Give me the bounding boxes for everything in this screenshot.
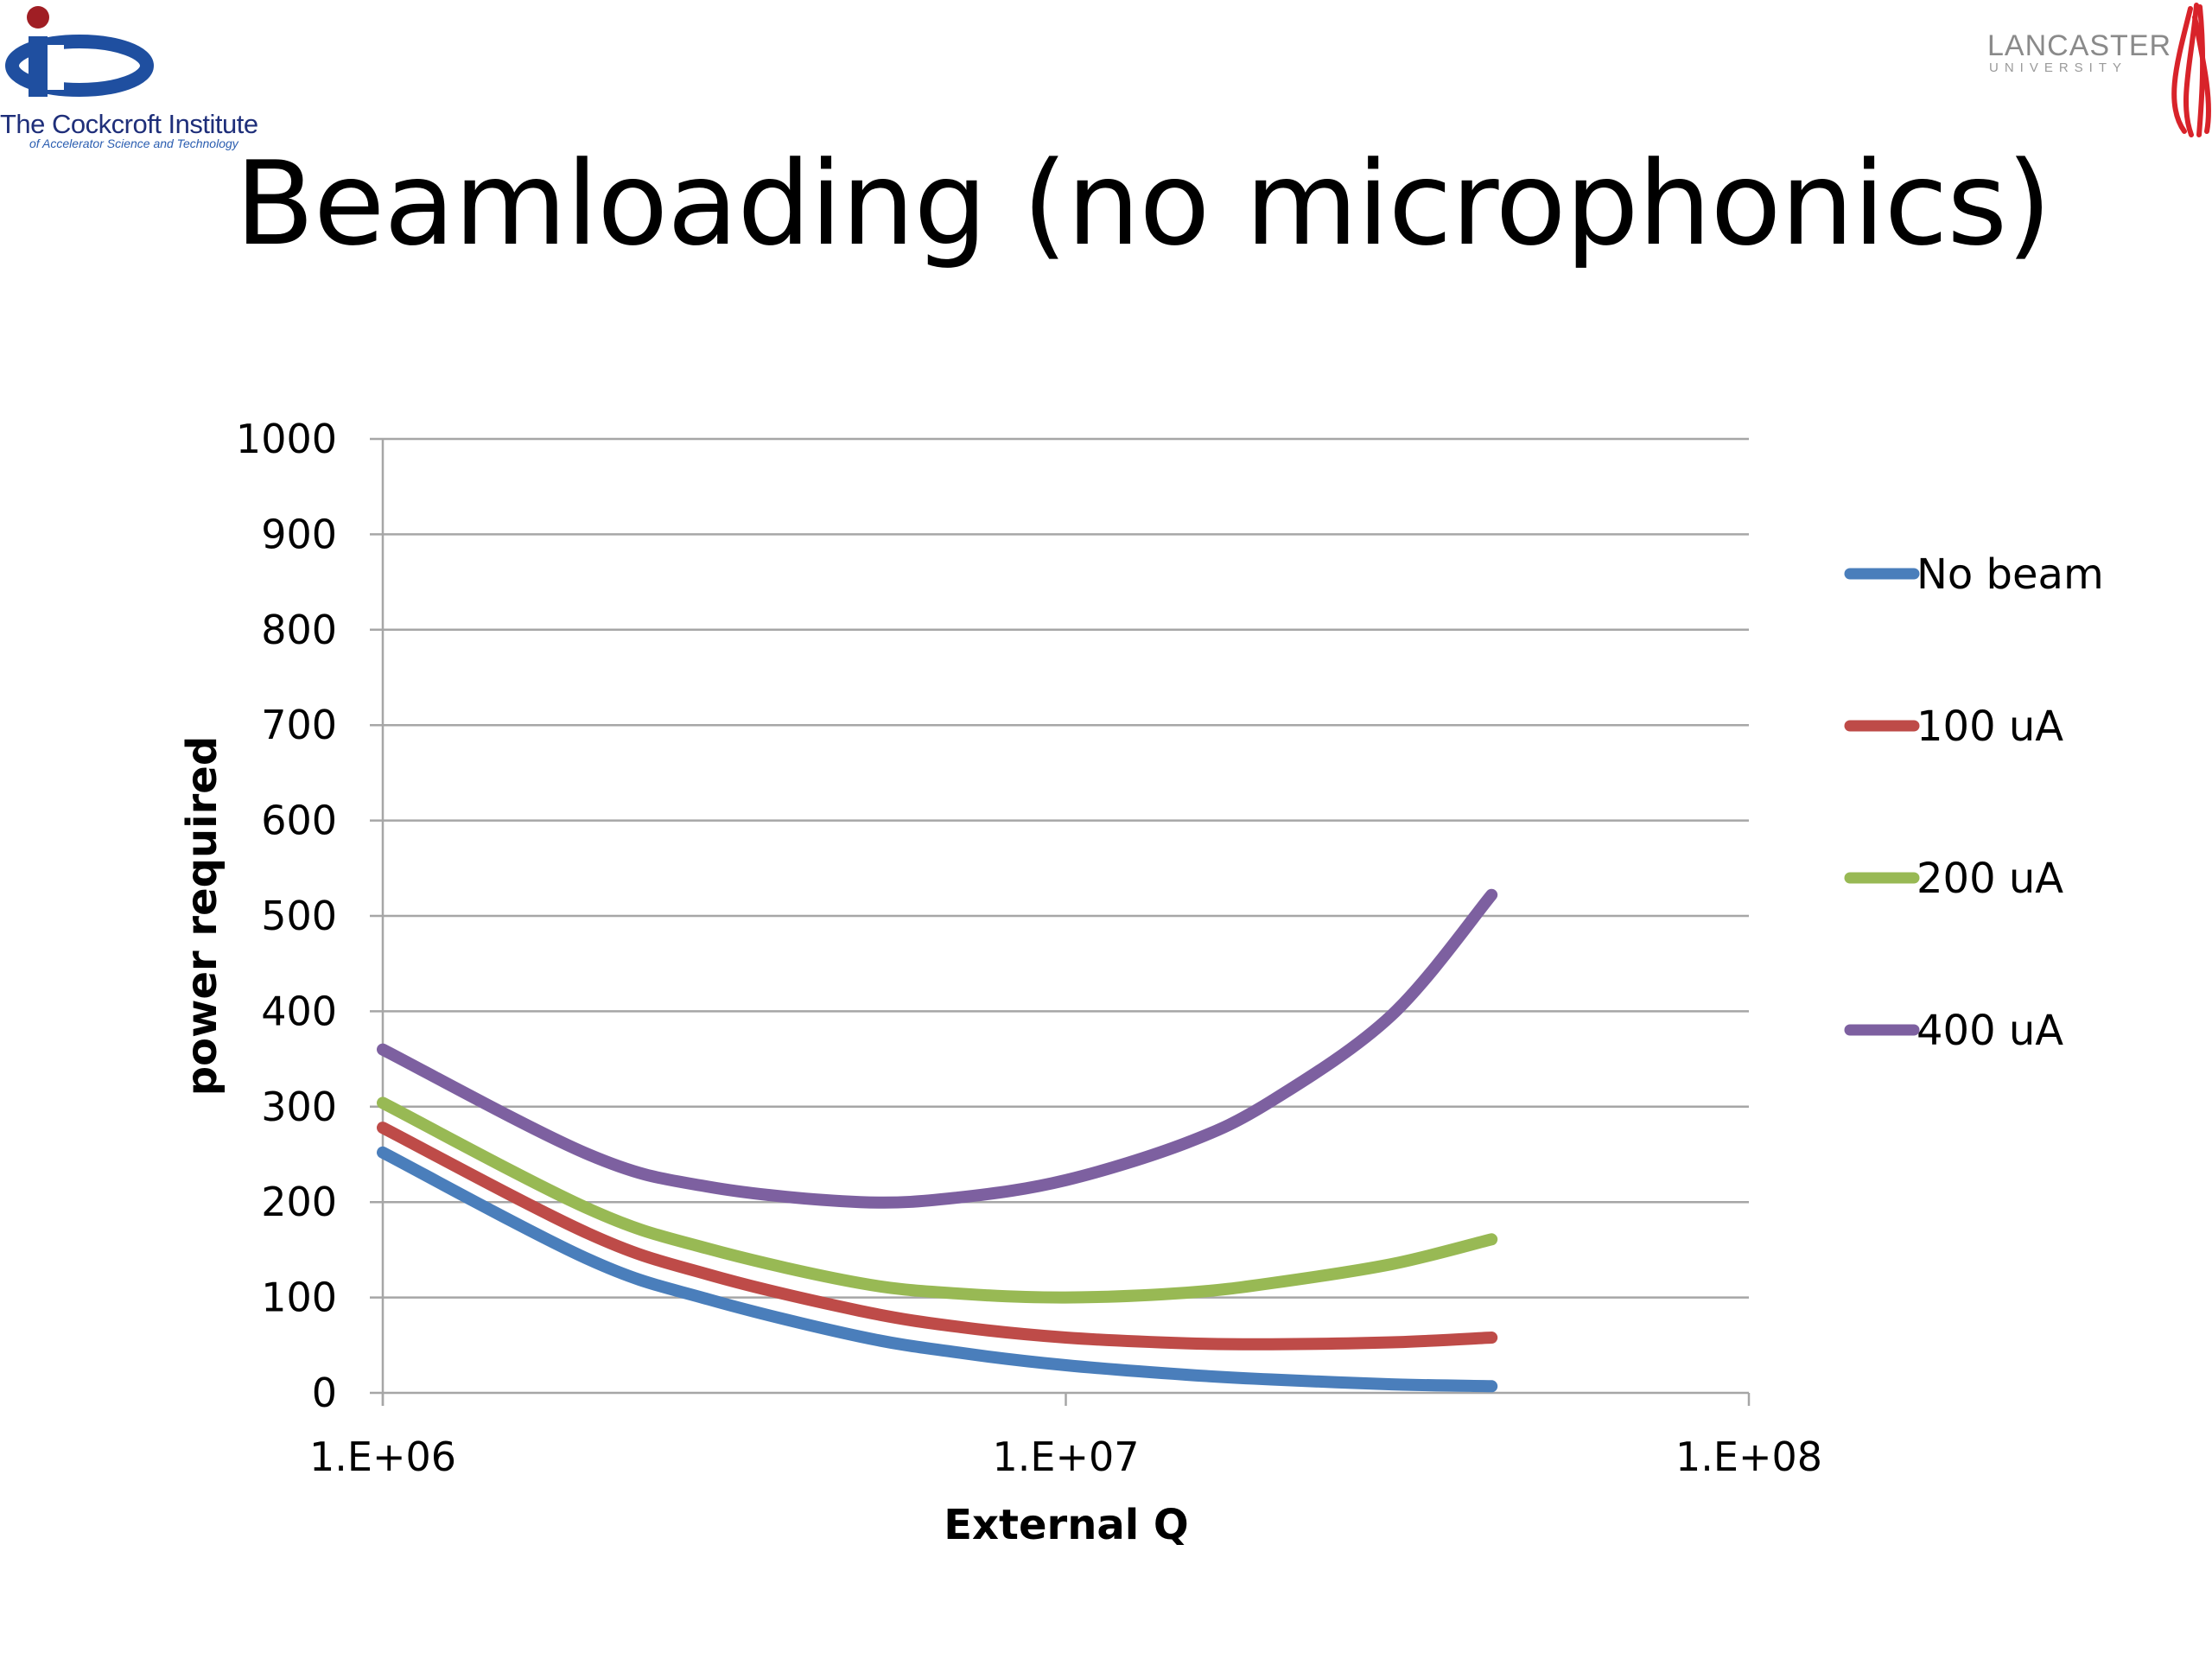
series-line-400-ua	[377, 888, 1498, 1209]
y-tick-label: 600	[261, 798, 337, 844]
cockcroft-logo-name: The Cockcroft Institute	[0, 109, 258, 139]
cockcroft-emblem-icon	[5, 6, 154, 97]
slide-title: Beamloading (no microphonics)	[235, 137, 2051, 271]
x-tick-label: 1.E+07	[992, 1433, 1139, 1480]
y-tick-label: 400	[261, 988, 337, 1034]
y-tick-label: 700	[261, 702, 337, 748]
y-axis-title: power required	[178, 736, 226, 1096]
gridlines	[370, 437, 1749, 1299]
y-tick-label: 0	[312, 1370, 337, 1416]
cockcroft-logo-subtitle: of Accelerator Science and Technology	[29, 137, 238, 150]
cockcroft-institute-logo: The Cockcroft Institute of Accelerator S…	[0, 0, 268, 156]
y-tick-label: 1000	[236, 416, 337, 462]
x-tick-label: 1.E+06	[309, 1433, 456, 1480]
lancaster-university-logo: LANCASTER UNIVERSITY	[1979, 0, 2212, 143]
legend-label-100-ua: 100 uA	[1916, 702, 2063, 751]
legend-label-200-ua: 200 uA	[1916, 855, 2063, 903]
series-line-200-ua	[377, 1096, 1498, 1304]
y-tick-labels: 0 100 200 300 400 500 600 700 800 900 1000	[236, 416, 337, 1416]
y-tick-label: 800	[261, 607, 337, 653]
x-axis-title: External Q	[944, 1501, 1188, 1549]
x-tick-label: 1.E+08	[1675, 1433, 1822, 1480]
y-tick-label: 100	[261, 1274, 337, 1321]
legend-label-no-beam: No beam	[1916, 550, 2104, 599]
lancaster-flame-icon	[2171, 3, 2212, 137]
axes	[370, 439, 1751, 1406]
legend-label-400-ua: 400 uA	[1916, 1007, 2063, 1055]
series-line-no-beam	[377, 1146, 1498, 1393]
lancaster-logo-name: LANCASTER	[1987, 29, 2172, 62]
plot-series	[377, 888, 1498, 1393]
y-tick-label: 500	[261, 893, 337, 939]
series-line-100-ua	[377, 1122, 1498, 1351]
lancaster-logo-subtitle: UNIVERSITY	[1989, 60, 2128, 75]
y-tick-label: 200	[261, 1179, 337, 1225]
legend: No beam 100 uA 200 uA 400 uA	[1844, 550, 2104, 1055]
y-tick-label: 900	[261, 511, 337, 557]
y-tick-label: 300	[261, 1084, 337, 1130]
x-tick-labels: 1.E+06 1.E+07 1.E+08	[309, 1433, 1822, 1480]
